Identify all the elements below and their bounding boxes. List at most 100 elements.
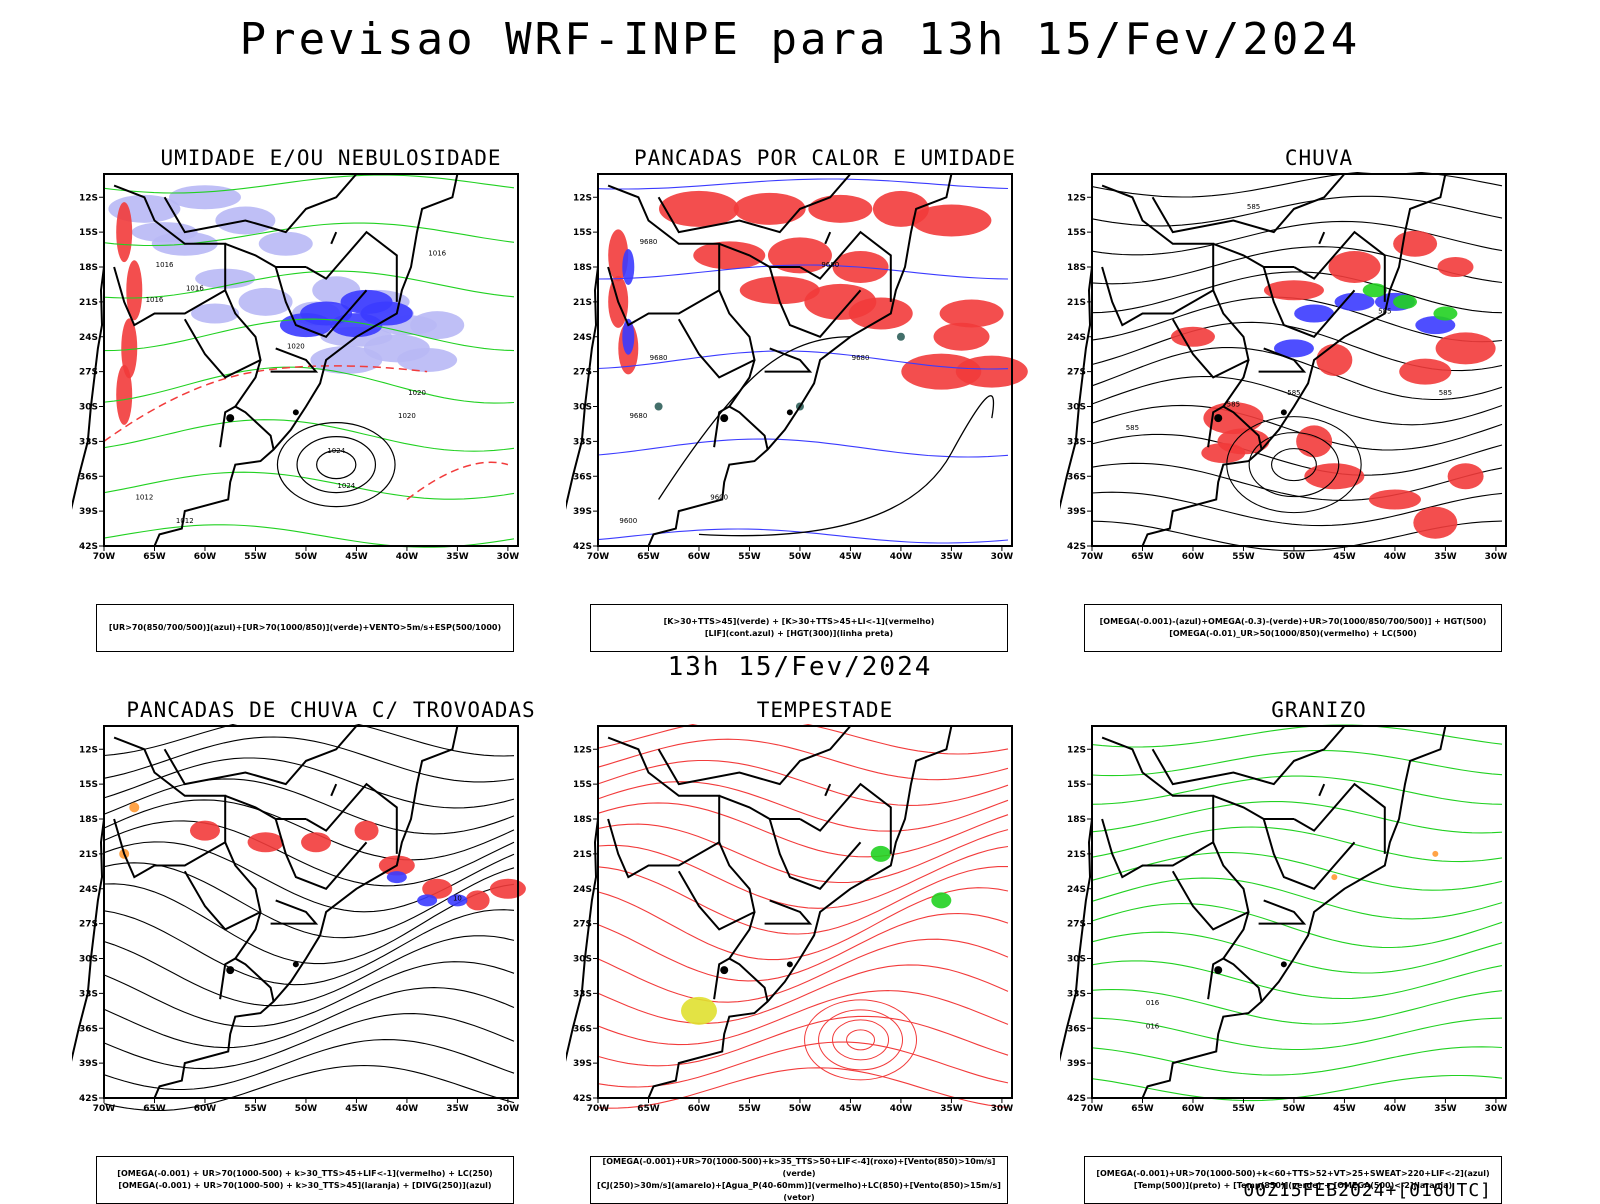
contour-label: 9680 — [650, 354, 668, 362]
country-border — [224, 794, 306, 820]
heat-convection-area — [901, 353, 982, 390]
lat-tick-label: 24S — [1067, 333, 1086, 343]
country-border — [330, 231, 338, 245]
streamline — [1091, 347, 1503, 401]
country-border — [233, 359, 275, 450]
lat-tick-label: 12S — [1067, 745, 1086, 755]
lon-tick-label: 65W — [1131, 552, 1154, 562]
streamline — [1091, 902, 1503, 949]
lat-tick-label: 36S — [1067, 472, 1086, 482]
streamline — [1091, 775, 1503, 805]
rain-area — [1296, 425, 1333, 458]
streamline — [103, 222, 515, 247]
lon-tick-label: 35W — [940, 552, 963, 562]
lat-tick-label: 33S — [79, 437, 98, 447]
geography — [566, 725, 953, 1099]
thunder-area — [301, 832, 332, 853]
country-border — [305, 230, 398, 302]
lon-tick-label: 30W — [497, 1104, 520, 1114]
thunder-area — [465, 890, 490, 911]
lat-tick-label: 39S — [1067, 507, 1086, 517]
country-border — [330, 783, 338, 797]
lat-tick-label: 42S — [573, 542, 592, 552]
fields — [103, 724, 526, 1112]
dashed-red-contour — [406, 461, 509, 501]
streamline — [1091, 1074, 1503, 1102]
lon-tick-label: 30W — [1485, 1104, 1508, 1114]
country-border — [1318, 231, 1326, 245]
lon-tick-label: 70W — [93, 552, 116, 562]
country-border — [1221, 911, 1263, 1002]
streamline — [597, 724, 1009, 755]
map-frame — [103, 725, 519, 1099]
lat-tick-label: 36S — [79, 472, 98, 482]
streamline — [1091, 246, 1503, 285]
red-contour-area — [116, 202, 133, 263]
country-border — [1101, 818, 1250, 931]
omega-green-area — [1362, 283, 1387, 298]
streamline — [103, 778, 515, 835]
lon-tick-label: 30W — [1485, 552, 1508, 562]
lat-tick-label: 33S — [1067, 437, 1086, 447]
pressure-contour — [276, 422, 396, 508]
streamline — [1091, 877, 1503, 920]
panel-legend: [OMEGA(-0.001)+UR>70(1000-500)+k>35_TTS>… — [590, 1156, 1008, 1204]
lat-tick-label: 18S — [79, 815, 98, 825]
legend-line: [OMEGA(-0.001) + UR>70(1000-500) + k>30_… — [118, 1181, 492, 1190]
country-border — [727, 359, 769, 450]
contour-label: 1024 — [337, 482, 355, 490]
streamline — [1091, 988, 1503, 1025]
contour-label: 585 — [1378, 308, 1391, 316]
green-contour — [1116, 933, 1128, 985]
country-border — [1207, 405, 1224, 448]
lon-tick-label: 55W — [1232, 1104, 1255, 1114]
lat-tick-label: 27S — [79, 368, 98, 378]
country-border — [219, 957, 236, 1000]
streamline — [597, 844, 1009, 909]
contour-label: 10 — [453, 894, 462, 902]
legend-line: [UR>70(850/700/500)](azul)+[UR>70(1000/8… — [108, 623, 502, 632]
panel-legend: [OMEGA(-0.001)+UR>70(1000-500)+k<60+TTS>… — [1084, 1156, 1502, 1204]
red-contour-area — [121, 318, 138, 379]
streamline — [1091, 220, 1503, 256]
wind850-area — [931, 892, 952, 909]
legend-line: [OMEGA(-0.001)+UR>70(1000-500)+k>35_TTS>… — [602, 1157, 996, 1178]
lon-tick-label: 35W — [940, 1104, 963, 1114]
country-border — [1262, 266, 1356, 338]
atlantic-coastline — [647, 725, 953, 1099]
lat-tick-label: 12S — [79, 193, 98, 203]
lon-tick-label: 60W — [688, 1104, 711, 1114]
lake-marker — [786, 961, 793, 968]
streamline — [103, 318, 515, 352]
forecast-time-title: 13h 15/Fev/2024 — [667, 652, 933, 682]
country-border — [1212, 242, 1294, 268]
country-border — [1258, 347, 1307, 373]
lat-tick-label: 18S — [1067, 263, 1086, 273]
lat-tick-label: 39S — [573, 1059, 592, 1069]
country-border — [113, 266, 262, 379]
teal-marker — [654, 402, 663, 411]
panel-tempestade: TEMPESTADE 12S 15S 18S 21S 24S 27S 30S 33S 36S 39… — [566, 698, 1046, 1204]
humidity-area-mid — [397, 348, 458, 372]
fields — [103, 174, 515, 548]
panel-legend: [OMEGA(-0.001) + UR>70(1000-500) + k>30_… — [96, 1156, 514, 1204]
rain-area — [1316, 344, 1353, 376]
lat-tick-label: 15S — [1067, 780, 1086, 790]
country-border — [1207, 957, 1224, 1000]
legend-line: [Temp(500)](preto) + [Temp(850)](verde) … — [1133, 1181, 1453, 1190]
legend-line: [OMEGA(-0.001)+UR>70(1000-500)+k<60+TTS>… — [1096, 1169, 1490, 1178]
lat-tick-label: 24S — [79, 333, 98, 343]
heat-convection-area — [939, 299, 1004, 328]
contour-label: 585 — [1247, 203, 1260, 211]
heat-convection-area — [733, 192, 806, 225]
lon-tick-label: 40W — [1384, 1104, 1407, 1114]
panel-title: PANCADAS DE CHUVA C/ TROVOADAS — [126, 698, 536, 722]
country-border — [1101, 184, 1215, 291]
legend-line: [LIF](cont.azul) + [HGT(300)](linha pret… — [704, 629, 894, 638]
lat-tick-label: 12S — [1067, 193, 1086, 203]
legend-line: [CJ(250)>30m/s](amarelo)+[Agua_P(40-60mm… — [597, 1181, 1001, 1202]
country-border — [1221, 359, 1263, 450]
lat-tick-label: 21S — [79, 850, 98, 860]
streamline — [1091, 724, 1503, 748]
country-border — [607, 266, 756, 379]
